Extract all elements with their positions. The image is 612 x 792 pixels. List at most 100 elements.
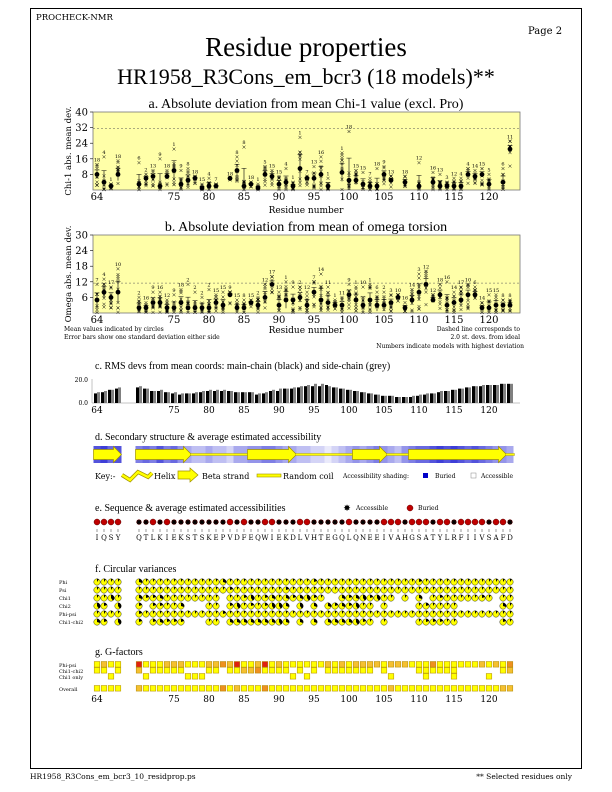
g-factor-square xyxy=(177,667,185,674)
model-cross xyxy=(494,295,498,299)
variance-wedge xyxy=(230,610,232,614)
model-label: 18 xyxy=(192,169,198,175)
model-cross xyxy=(277,186,281,190)
variance-wedge xyxy=(223,586,225,590)
g-factor-square xyxy=(191,685,199,692)
g-factor-square xyxy=(289,685,297,692)
mean-circle xyxy=(479,305,485,311)
g-factor-square xyxy=(359,667,367,674)
helix-key-label: Helix xyxy=(154,472,176,481)
model-cross xyxy=(270,181,274,185)
mean-circle xyxy=(101,289,107,295)
side-chain-bar xyxy=(279,388,282,403)
model-label: 1 xyxy=(368,277,371,283)
variance-wedge xyxy=(167,618,171,622)
variance-wedge xyxy=(335,602,339,606)
side-chain-bar xyxy=(328,386,331,403)
main-chain-bar xyxy=(353,391,356,403)
model-cross xyxy=(375,294,379,299)
model-cross xyxy=(242,310,246,315)
g-factor-square xyxy=(450,685,458,692)
accessible-dot xyxy=(206,519,212,525)
variance-wedge xyxy=(251,610,253,614)
model-cross xyxy=(466,307,470,311)
side-chain-bar xyxy=(468,387,471,403)
variance-wedge xyxy=(503,610,505,614)
model-label: 3 xyxy=(389,288,392,294)
g-factor-square xyxy=(261,667,269,674)
g-factor-square xyxy=(163,685,171,692)
g-factor-square xyxy=(373,685,381,692)
model-cross xyxy=(165,183,169,187)
variance-wedge xyxy=(251,594,255,601)
buried-dot xyxy=(492,518,500,526)
model-cross xyxy=(235,155,239,159)
y-tick-label: 16 xyxy=(75,154,88,165)
main-chain-bar xyxy=(339,388,342,403)
page-subtitle: HR1958_R3Cons_em_bcr3 (18 models)** xyxy=(117,64,495,89)
g-factor-square xyxy=(268,685,276,692)
residue-letter: F xyxy=(459,534,464,542)
main-chain-bar xyxy=(500,383,503,403)
model-cross xyxy=(389,309,393,313)
model-cross xyxy=(452,290,456,294)
side-chain-bar xyxy=(377,394,380,403)
model-label: 12 xyxy=(416,156,422,162)
mean-circle xyxy=(213,183,219,189)
model-cross xyxy=(270,278,274,282)
model-cross xyxy=(347,306,351,310)
mean-circle xyxy=(220,302,226,308)
main-chain-bar xyxy=(451,389,454,403)
buried-dot xyxy=(394,518,402,526)
variance-wedge xyxy=(412,610,414,614)
secondary-structure-panel: d. Secondary structure & average estimat… xyxy=(93,432,515,483)
buried-dot xyxy=(114,518,122,526)
row-label: Chi2 xyxy=(59,604,71,610)
variance-wedge xyxy=(342,618,346,623)
side-chain-bar xyxy=(405,397,408,403)
variance-wedge xyxy=(209,578,211,582)
variance-wedge xyxy=(454,602,456,606)
model-cross xyxy=(382,178,386,183)
variance-wedge xyxy=(426,586,428,590)
side-chain-bar xyxy=(293,387,296,403)
model-cross xyxy=(389,293,393,298)
side-chain-bar xyxy=(174,392,177,403)
variance-wedge xyxy=(286,618,290,623)
variance-wedge xyxy=(433,594,435,598)
g-factor-square xyxy=(107,661,115,668)
accessible-star-icon: ✸ xyxy=(185,518,192,527)
model-cross xyxy=(179,291,183,295)
model-label: 9 xyxy=(347,277,350,283)
variance-wedge xyxy=(237,578,239,582)
mean-circle xyxy=(500,302,506,308)
model-label: 10 xyxy=(115,262,121,268)
model-label: 9 xyxy=(158,152,161,158)
variance-wedge xyxy=(153,578,155,582)
model-cross xyxy=(466,176,470,180)
mean-circle xyxy=(325,300,331,305)
residue-letter: H xyxy=(311,534,317,542)
mean-circle xyxy=(325,183,331,189)
variance-wedge xyxy=(118,602,122,609)
variance-wedge xyxy=(216,610,218,614)
g-factor-square xyxy=(422,661,430,668)
variance-wedge xyxy=(405,594,407,598)
model-label: 16 xyxy=(430,165,436,171)
g-factor-square xyxy=(240,661,248,668)
variance-wedge xyxy=(300,602,304,609)
g-factor-square xyxy=(352,661,360,668)
mean-circle xyxy=(234,305,240,311)
variance-wedge xyxy=(300,618,304,623)
model-cross xyxy=(312,305,316,309)
main-chain-bar xyxy=(248,392,251,403)
residue-letter: I xyxy=(96,534,99,542)
mean-circle xyxy=(493,302,499,308)
main-chain-bar xyxy=(199,392,202,403)
model-label: 15 xyxy=(493,288,499,294)
side-chain-bar xyxy=(447,391,450,403)
main-chain-bar xyxy=(262,393,265,403)
model-cross xyxy=(151,170,155,174)
accessible-dot xyxy=(220,519,226,525)
variance-wedge xyxy=(370,618,372,622)
